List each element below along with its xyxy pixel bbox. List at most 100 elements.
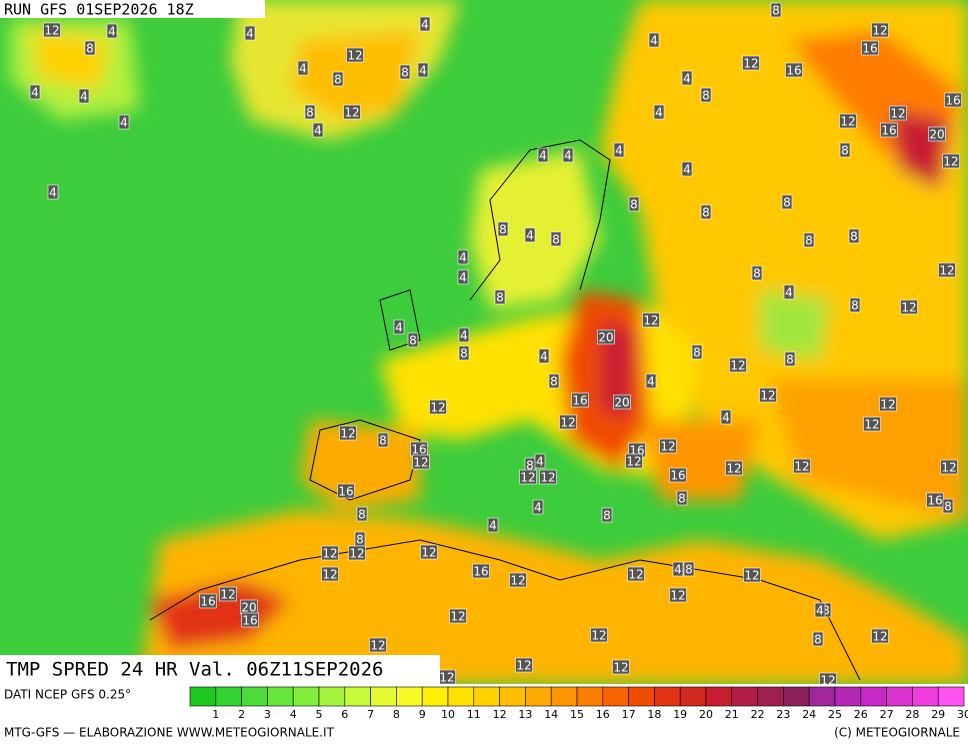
map-label: 16: [945, 94, 960, 108]
color-label: 30: [957, 708, 968, 721]
color-label: 23: [776, 708, 790, 721]
map-label: 12: [413, 456, 428, 470]
color-label: 13: [518, 708, 532, 721]
color-box: [215, 686, 242, 707]
map-label-box: [681, 70, 693, 86]
map-label: 4: [80, 90, 88, 104]
map-label: 12: [872, 24, 887, 38]
map-label-box: [759, 387, 777, 403]
map-label: 16: [862, 42, 877, 56]
map-label: 16: [473, 565, 488, 579]
color-box: [499, 686, 526, 707]
map-label: 4: [395, 321, 403, 335]
map-label-box: [819, 672, 837, 684]
map-label: 16: [338, 485, 353, 499]
map-label-box: [244, 25, 256, 41]
map-label: 12: [439, 671, 454, 685]
map-label-box: [863, 416, 881, 432]
map-label-box: [559, 414, 577, 430]
map-label-box: [420, 544, 438, 560]
map-label: 8: [786, 353, 794, 367]
map-label: 8: [850, 230, 858, 244]
map-label: 12: [890, 107, 905, 121]
map-label-box: [879, 396, 897, 412]
map-label: 8: [358, 508, 366, 522]
color-label: 26: [854, 708, 868, 721]
map-label-box: [861, 40, 879, 56]
map-label-box: [601, 507, 613, 523]
map-label-box: [497, 221, 509, 237]
map-label-box: [562, 147, 574, 163]
color-box: [654, 686, 681, 707]
map-label: 4: [816, 604, 824, 618]
map-label: 8: [841, 144, 849, 158]
color-label: 16: [596, 708, 610, 721]
map-label: 4: [615, 144, 623, 158]
map-label-box: [538, 348, 550, 364]
map-label: 8: [401, 66, 409, 80]
map-label-box: [625, 453, 643, 469]
map-label-box: [47, 184, 59, 200]
map-label-box: [337, 483, 355, 499]
map-label-box: [515, 657, 533, 673]
map-label-box: [849, 297, 861, 313]
map-label: 4: [564, 149, 572, 163]
map-label-box: [339, 425, 357, 441]
map-label-box: [407, 332, 419, 348]
map-label: 4: [246, 27, 254, 41]
map-label: 4: [421, 18, 429, 32]
title-box: [0, 0, 265, 18]
color-label: 17: [622, 708, 636, 721]
map-label-box: [642, 312, 660, 328]
map-label-box: [720, 409, 732, 425]
map-label-box: [346, 47, 364, 63]
map-label-box: [940, 459, 958, 475]
map-label: 12: [760, 389, 775, 403]
map-label-box: [458, 327, 470, 343]
map-label: 12: [743, 57, 758, 71]
map-label-box: [691, 344, 703, 360]
map-label: 4: [540, 350, 548, 364]
map-label: 12: [730, 359, 745, 373]
map-label: 4: [120, 116, 128, 130]
color-box: [396, 686, 423, 707]
map-label-box: [700, 204, 712, 220]
color-box: [525, 686, 552, 707]
map-label-box: [839, 142, 851, 158]
map-label: 16: [881, 124, 896, 138]
map-label: 8: [306, 106, 314, 120]
map-label: 12: [560, 416, 575, 430]
map-label: 12: [370, 639, 385, 653]
map-label: 12: [626, 455, 641, 469]
map-label-box: [356, 506, 368, 522]
map-label: 8: [496, 291, 504, 305]
map-label: 16: [200, 595, 215, 609]
map-label: 12: [794, 460, 809, 474]
map-label-box: [419, 16, 431, 32]
color-label: 14: [544, 708, 558, 721]
color-label: 7: [367, 708, 374, 721]
color-box: [886, 686, 913, 707]
map-label: 4: [314, 124, 322, 138]
map-label-box: [729, 357, 747, 373]
map-label-box: [839, 113, 857, 129]
color-label: 24: [802, 708, 816, 721]
map-label: 4: [460, 329, 468, 343]
map-label-box: [43, 22, 61, 38]
color-box: [705, 686, 733, 707]
map-label: 12: [421, 546, 436, 560]
map-label-box: [571, 392, 589, 408]
map-label-box: [241, 612, 259, 628]
color-label: 4: [290, 708, 297, 721]
color-box: [912, 686, 939, 707]
map-label: 12: [941, 461, 956, 475]
map-label: 12: [628, 568, 643, 582]
map-label-box: [487, 517, 499, 533]
map-label: 12: [540, 471, 555, 485]
map-label: 4: [526, 229, 534, 243]
map-label-box: [78, 88, 90, 104]
map-label: 4: [683, 72, 691, 86]
color-box: [834, 686, 862, 707]
map-label: 8: [499, 223, 507, 237]
